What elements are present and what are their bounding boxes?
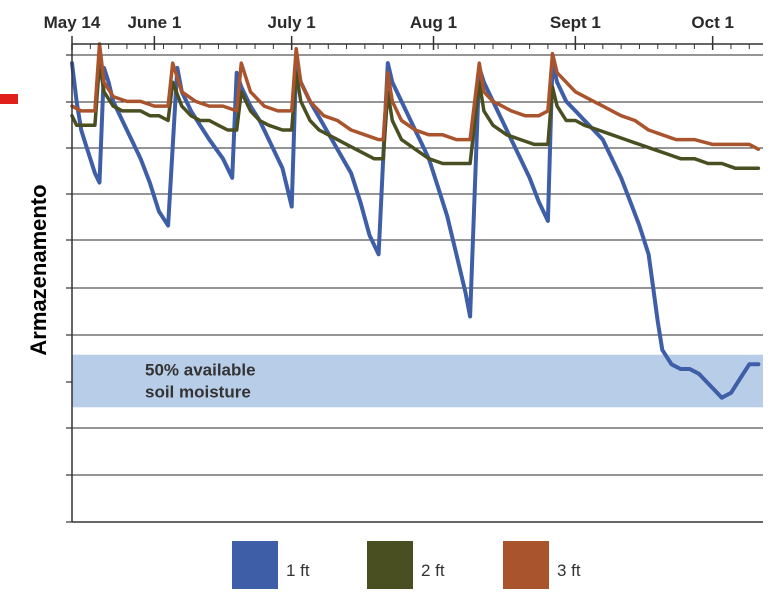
available-moisture-band: [72, 354, 763, 408]
x-tick-labels: May 14 June 1 July 1 Aug 1 Sept 1 Oct 1: [44, 13, 734, 50]
x-tick-label: Oct 1: [691, 13, 734, 32]
legend-label: 3 ft: [557, 561, 581, 580]
series-lines: [70, 42, 761, 400]
x-tick-label: May 14: [44, 13, 101, 32]
plot-axes: [66, 43, 763, 523]
x-tick-label: June 1: [127, 13, 181, 32]
x-tick-label: Sept 1: [550, 13, 601, 32]
legend: 1 ft 2 ft 3 ft: [232, 541, 581, 589]
legend-swatch: [503, 541, 549, 589]
legend-swatch: [367, 541, 413, 589]
series-line-2: [70, 61, 761, 171]
series-line-1: [70, 61, 761, 400]
legend-label: 2 ft: [421, 561, 445, 580]
legend-label: 1 ft: [286, 561, 310, 580]
band-label-line-2: soil moisture: [145, 383, 251, 402]
band-label-line-1: 50% available: [145, 361, 256, 380]
legend-swatch: [232, 541, 278, 589]
y-axis-label: Armazenamento: [26, 184, 51, 355]
x-tick-label: Aug 1: [410, 13, 457, 32]
red-marker-icon: [0, 94, 18, 104]
x-tick-label: July 1: [268, 13, 316, 32]
band-label: 50% available soil moisture: [145, 361, 256, 402]
series-line-3: [70, 42, 761, 151]
